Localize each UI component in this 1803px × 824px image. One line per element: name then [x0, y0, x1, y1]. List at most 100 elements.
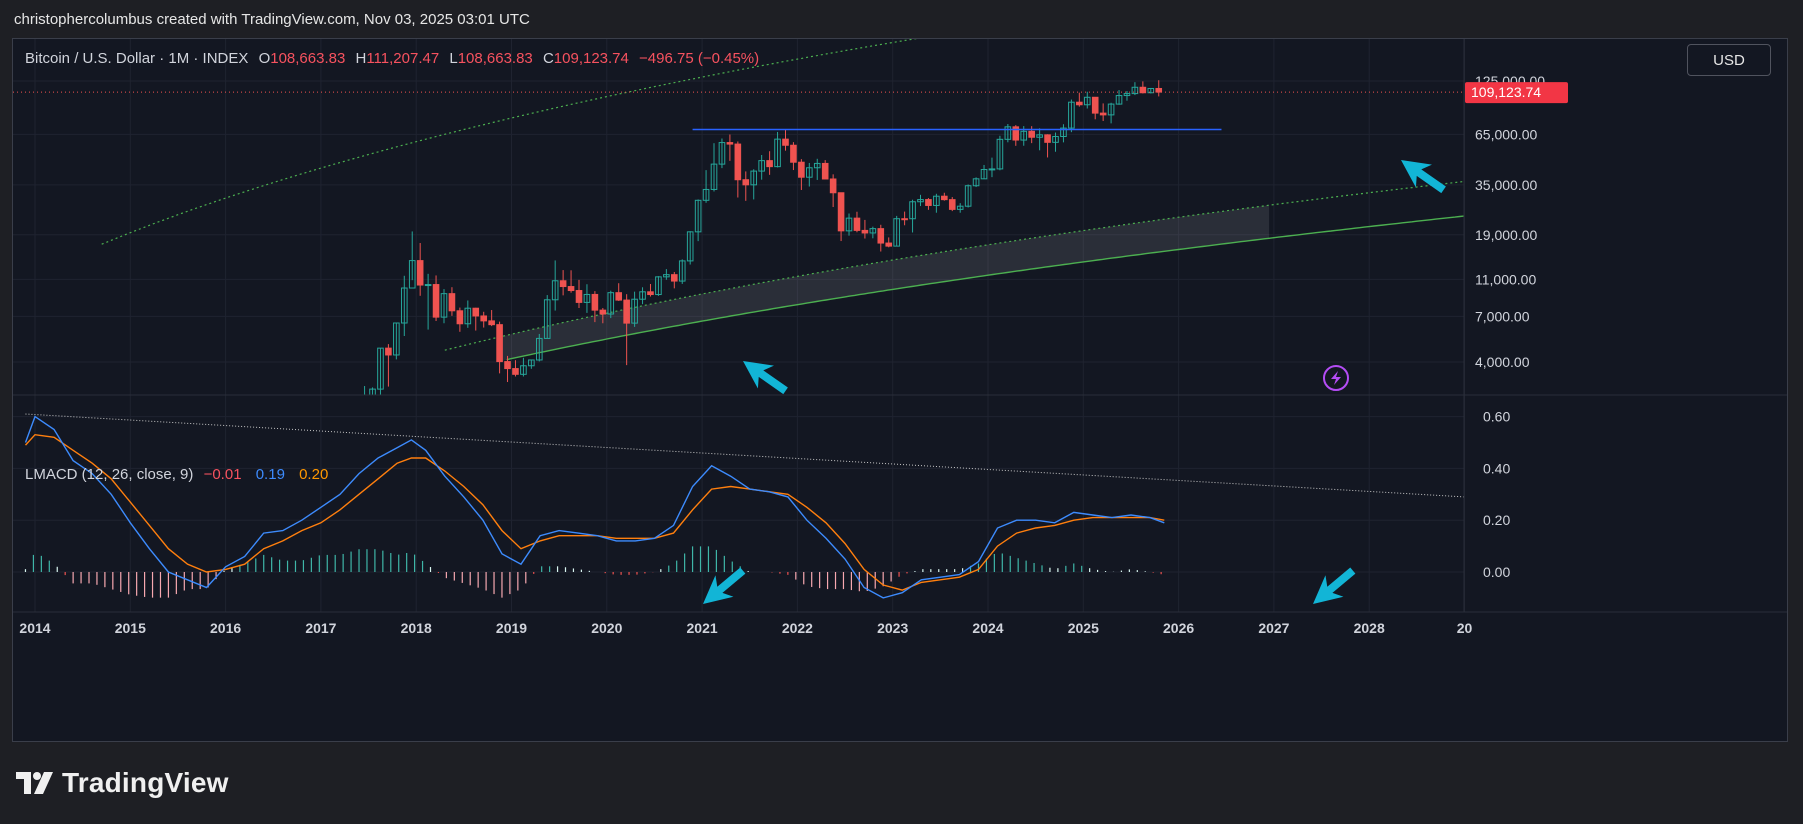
candle-body: [694, 199, 702, 233]
candle-body: [845, 217, 853, 232]
candle: [1155, 80, 1163, 97]
candle-body: [408, 260, 416, 289]
candle: [917, 194, 924, 207]
candle: [790, 142, 797, 171]
price-legend: Bitcoin / U.S. Dollar · 1M · INDEX O108,…: [25, 50, 759, 67]
low-value: 108,663.83: [457, 50, 533, 67]
candle: [1099, 103, 1107, 121]
time-axis-label: 2021: [687, 620, 718, 636]
candle: [631, 291, 638, 327]
candle: [393, 322, 400, 360]
time-axis-label: 2016: [210, 620, 241, 636]
time-axis-label: 2024: [972, 620, 1003, 636]
candle: [726, 134, 734, 161]
candle: [829, 174, 837, 208]
candle: [678, 259, 686, 284]
candle: [623, 294, 630, 366]
candle: [655, 276, 662, 296]
candle-body: [615, 292, 623, 301]
candle-body: [639, 291, 646, 300]
candle-body: [837, 192, 845, 232]
candle-body: [869, 228, 877, 234]
candle: [702, 170, 710, 203]
candle-body: [1131, 86, 1139, 95]
candle: [750, 169, 758, 200]
candle-body: [821, 162, 829, 180]
signal-line: [24, 433, 1165, 591]
lmacd-macd-value: 0.19: [255, 466, 285, 483]
candle-body: [512, 368, 519, 375]
price-axis-label: 19,000.00: [1475, 227, 1537, 243]
candle: [956, 203, 964, 213]
candle-body: [393, 322, 400, 356]
candle-body: [607, 292, 615, 315]
candle-body: [575, 290, 583, 303]
lightning-icon-ring: [1323, 365, 1349, 391]
currency-button[interactable]: USD: [1687, 44, 1771, 76]
candle-body: [901, 218, 908, 221]
close-label: C: [542, 50, 554, 67]
candle: [543, 295, 551, 339]
candle-body: [591, 293, 599, 311]
candle: [448, 287, 456, 316]
candle: [925, 198, 932, 210]
candle: [377, 347, 384, 395]
candle-body: [678, 260, 686, 282]
candle: [742, 171, 750, 201]
arrow-macd-2025: [1313, 567, 1356, 604]
candle: [782, 129, 789, 151]
candle-body: [369, 388, 376, 395]
candle-body: [1099, 112, 1107, 116]
low-label: L: [449, 50, 458, 67]
candle: [528, 359, 535, 369]
candle-body: [1052, 136, 1059, 143]
candle-body: [686, 231, 694, 262]
candle: [1068, 99, 1075, 133]
candle: [535, 333, 543, 362]
candle-body: [464, 307, 472, 325]
candle: [591, 291, 599, 323]
candle: [1012, 125, 1020, 146]
candle-body: [528, 359, 535, 367]
candle: [559, 270, 567, 296]
candle-body: [1091, 96, 1099, 114]
price-axis-label: 7,000.00: [1475, 308, 1530, 324]
candle-body: [1004, 126, 1012, 140]
candle-body: [790, 144, 797, 163]
lmacd-axis-label: 0.00: [1483, 564, 1510, 580]
candle-body: [362, 401, 368, 404]
time-axis-label: 2019: [496, 620, 527, 636]
lightning-icon: [1323, 365, 1349, 391]
arrow-2026: [1401, 160, 1446, 194]
candle-body: [424, 284, 432, 287]
candle: [988, 157, 996, 178]
candle-body: [1012, 126, 1020, 141]
chart-frame[interactable]: 4,000.00 7,000.00 11,000.00 19,000.00 35,000…: [12, 38, 1788, 742]
candle: [671, 271, 678, 289]
tradingview-logo[interactable]: TradingView: [16, 767, 229, 799]
candle-body: [734, 143, 742, 181]
upper-curve: [101, 39, 918, 245]
candle: [933, 193, 940, 213]
candle-body: [416, 260, 424, 286]
candle-body: [813, 162, 821, 169]
tradingview-logo-icon: [16, 772, 53, 794]
candle-body: [766, 160, 773, 168]
candle: [1052, 132, 1059, 152]
candle-body: [1083, 96, 1091, 106]
candle: [432, 275, 440, 321]
candle: [575, 279, 583, 309]
arrow-macd-2020-shape: [703, 567, 746, 604]
candle: [1028, 126, 1035, 144]
chart-canvas[interactable]: 4,000.00 7,000.00 11,000.00 19,000.00 35,000…: [13, 39, 1788, 742]
candle: [456, 307, 464, 332]
candle: [400, 275, 408, 337]
candle: [440, 289, 448, 324]
candle-body: [1076, 101, 1083, 106]
candle: [845, 213, 853, 236]
ohlc-values: O108,663.83 H111,207.47 L108,663.83 C109…: [253, 50, 760, 67]
candle: [1091, 96, 1099, 120]
candle-body: [861, 229, 869, 234]
support-curve: [506, 215, 1464, 361]
candle: [909, 199, 916, 233]
